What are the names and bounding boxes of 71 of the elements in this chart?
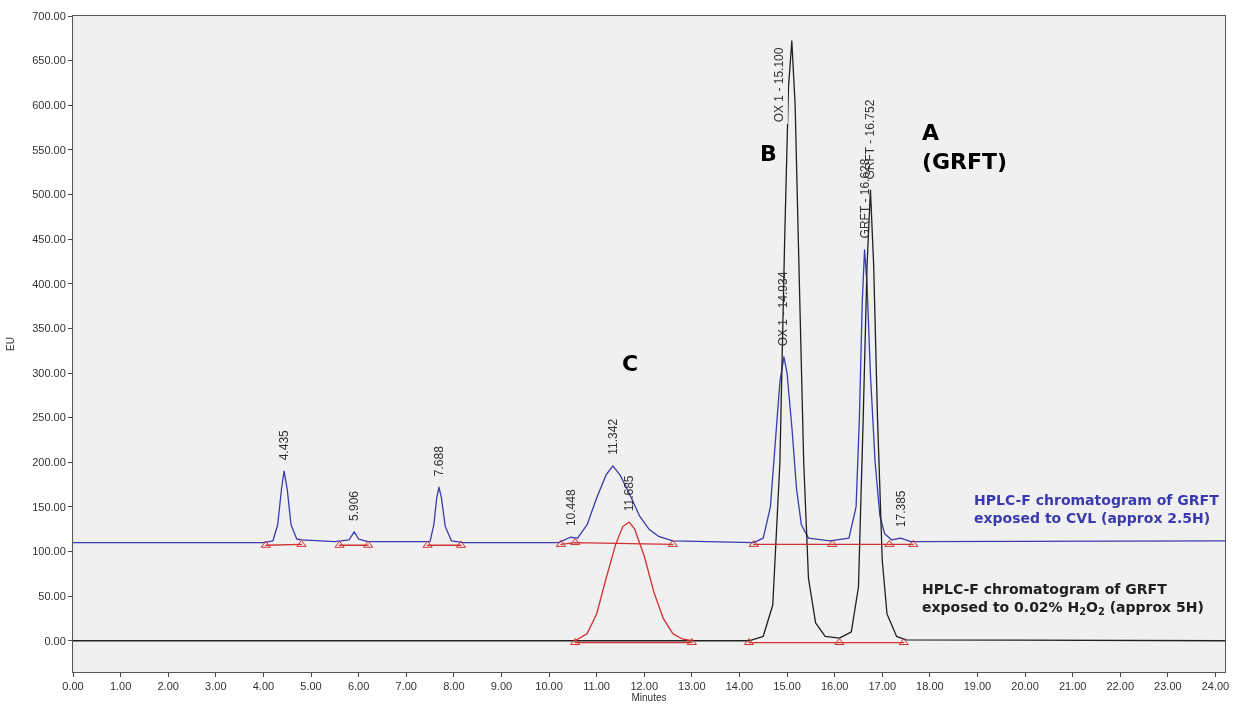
y-tick-label: 650.00 [32,54,66,67]
x-axis-title: Minutes [631,692,667,704]
x-tick-label: 20.00 [1011,680,1039,693]
point [296,539,307,547]
annotation: 17.385 [893,490,908,528]
x-tick-label: 24.00 [1201,680,1230,693]
point [908,539,919,547]
y-tick-label: 450.00 [32,232,66,245]
x-tick-label: 18.00 [916,680,944,693]
annotation: 4.435 [276,429,291,461]
point [570,638,581,646]
series-label: HPLC-F chromatogram of GRFT exposed to 0.02% H$_{2}$O$_{2}$ (approx 5H) [922,581,1204,618]
x-tick-label: 5.00 [300,680,322,693]
y-tick-label: 600.00 [32,99,66,112]
annotation: C [622,351,639,376]
point [898,638,909,646]
x-tick-label: 7.00 [395,680,417,693]
x-tick-label: 6.00 [347,680,370,693]
y-tick-label: 300.00 [32,366,66,379]
annotation: OX 1 - 15.100 [772,47,787,123]
x-tick-label: 0.00 [62,680,84,693]
point [260,540,271,548]
x-tick-label: 12.00 [630,680,659,693]
point [422,540,433,548]
y-tick-label: 0.00 [44,634,66,647]
y-tick-label: 400.00 [32,277,66,290]
x-tick-label: 3.00 [205,680,227,693]
annotation: 10.448 [563,489,578,527]
point [748,539,759,547]
series-label: HPLC-F chromatogram of GRFT exposed to CVL (approx 2.5H) [974,492,1220,527]
y-tick-label: 150.00 [32,500,66,513]
y-tick-label: 550.00 [32,143,66,156]
annotation: 11.685 [622,475,637,512]
point [827,539,838,547]
y-tick-label: 700.00 [32,9,66,22]
x-tick-label: 4.00 [252,680,275,693]
x-tick-label: 10.00 [535,680,563,693]
y-tick-label: 50.00 [38,589,66,602]
y-tick-label: 500.00 [32,188,66,201]
point [884,539,895,547]
x-tick-label: 13.00 [678,680,706,693]
y-axis-title: EU [5,337,17,351]
annotation: B [760,141,777,166]
annotation: 11.342 [606,418,621,455]
point [570,538,581,546]
point [334,540,345,548]
x-tick-label: 17.00 [868,680,897,693]
point [834,638,845,646]
point [667,539,678,547]
annotation: 7.688 [431,445,446,477]
x-tick-label: 19.00 [963,680,992,693]
y-tick-label: 100.00 [32,545,66,558]
x-tick-label: 21.00 [1058,680,1087,693]
x-tick-label: 14.00 [725,680,754,693]
x-tick-label: 15.00 [773,680,801,693]
x-tick-label: 16.00 [820,680,849,693]
annotation: A (GRFT) [922,120,1008,174]
y-tick-label: 250.00 [32,411,66,424]
x-tick-label: 1.00 [109,680,132,693]
x-tick-label: 8.00 [443,680,465,693]
point [686,638,697,646]
point [363,540,374,548]
x-tick-label: 9.00 [490,680,513,693]
x-tick-label: 22.00 [1106,680,1135,693]
x-tick-label: 11.00 [583,680,610,693]
annotation: 5.906 [347,490,362,522]
annotation: OX 1 - 14.934 [776,271,791,347]
y-tick-label: 350.00 [32,322,66,335]
x-tick-label: 23.00 [1154,680,1182,693]
y-tick-label: 200.00 [32,456,66,469]
x-tick-label: 2.00 [157,680,179,693]
